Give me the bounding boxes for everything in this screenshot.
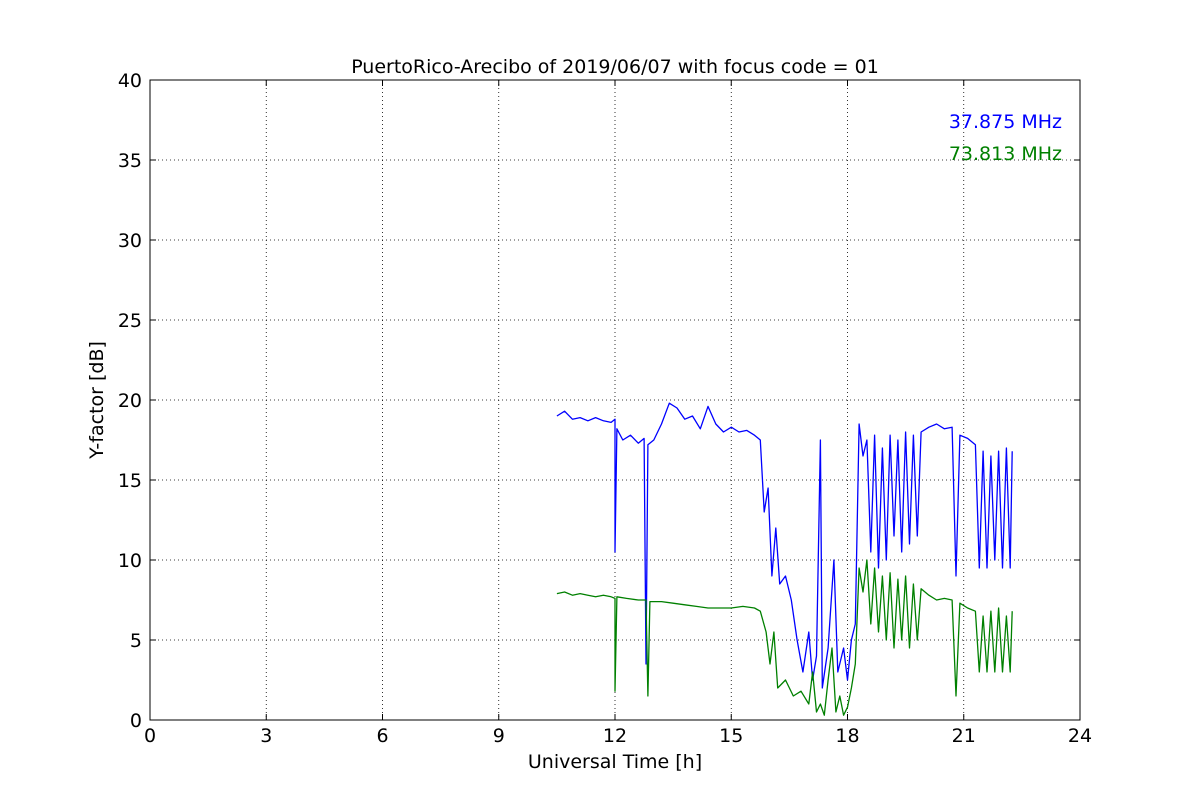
y-tick-label: 20 [118, 390, 142, 412]
x-tick-label: 6 [376, 725, 388, 747]
y-tick-label: 25 [118, 310, 142, 332]
x-tick-label: 24 [1068, 725, 1092, 747]
x-tick-label: 12 [603, 725, 627, 747]
y-tick-label: 40 [118, 70, 142, 92]
y-tick-label: 0 [130, 710, 142, 732]
x-tick-label: 0 [144, 725, 156, 747]
y-axis-label: Y-factor [dB] [86, 341, 108, 460]
x-tick-label: 21 [952, 725, 976, 747]
x-tick-label: 15 [719, 725, 743, 747]
y-tick-label: 15 [118, 470, 142, 492]
y-tick-label: 30 [118, 230, 142, 252]
x-tick-label: 3 [260, 725, 272, 747]
x-tick-label: 9 [493, 725, 505, 747]
ticks: 0 3 6 9 12 15 18 21 24 0 5 10 15 20 25 30 35 40 [118, 70, 1092, 747]
chart-title: PuertoRico-Arecibo of 2019/06/07 with fo… [351, 56, 879, 78]
legend-entry-2: 73.813 MHz [949, 143, 1062, 165]
x-tick-label: 18 [835, 725, 859, 747]
y-tick-label: 5 [130, 630, 142, 652]
legend: 37.875 MHz 73.813 MHz [949, 111, 1062, 165]
y-tick-label: 35 [118, 150, 142, 172]
x-axis-label: Universal Time [h] [528, 751, 702, 773]
series-line-1 [556, 402, 1013, 689]
legend-entry-1: 37.875 MHz [949, 111, 1062, 133]
series-layer [556, 402, 1013, 716]
series-line-2 [556, 559, 1013, 716]
y-tick-label: 10 [118, 550, 142, 572]
